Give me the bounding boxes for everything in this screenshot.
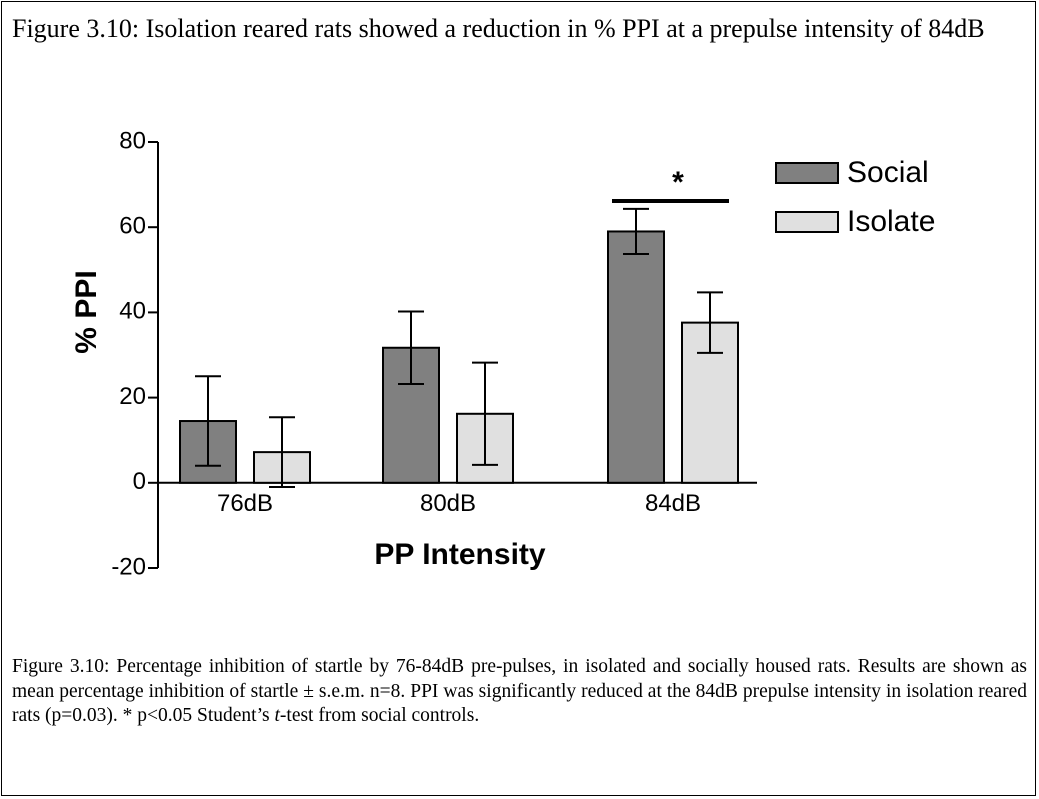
y-tick-label: 60 xyxy=(119,213,146,240)
legend-swatch xyxy=(775,211,839,233)
legend-swatch xyxy=(775,162,839,184)
error-bar xyxy=(269,416,295,489)
error-bar xyxy=(398,310,424,385)
y-tick-label: 80 xyxy=(119,127,146,154)
caption-text: Figure 3.10: Percentage inhibition of st… xyxy=(12,656,1027,726)
error-bar xyxy=(697,291,723,354)
y-tick-label: 40 xyxy=(119,298,146,325)
caption-text: -test from social controls. xyxy=(279,705,480,726)
figure-caption: Figure 3.10: Percentage inhibition of st… xyxy=(12,655,1027,729)
x-axis-label: PP Intensity xyxy=(374,538,545,571)
x-tick-label: 76dB xyxy=(217,490,273,517)
x-tick-label: 84dB xyxy=(645,490,701,517)
error-bar xyxy=(195,375,221,467)
error-bar xyxy=(472,361,498,466)
y-tick-label: -20 xyxy=(111,553,146,580)
caption-italic: t xyxy=(274,705,280,726)
y-tick-label: 0 xyxy=(133,468,146,495)
legend-label: Social xyxy=(847,156,929,189)
error-bar xyxy=(623,207,649,256)
annotation: * xyxy=(672,166,684,199)
legend-label: Isolate xyxy=(847,205,935,238)
bar xyxy=(607,230,665,484)
x-tick-label: 80dB xyxy=(420,490,476,517)
y-tick-label: 20 xyxy=(119,383,146,410)
figure-heading: Figure 3.10: Isolation reared rats showe… xyxy=(12,14,985,43)
y-axis-label: % PPI xyxy=(70,270,103,353)
